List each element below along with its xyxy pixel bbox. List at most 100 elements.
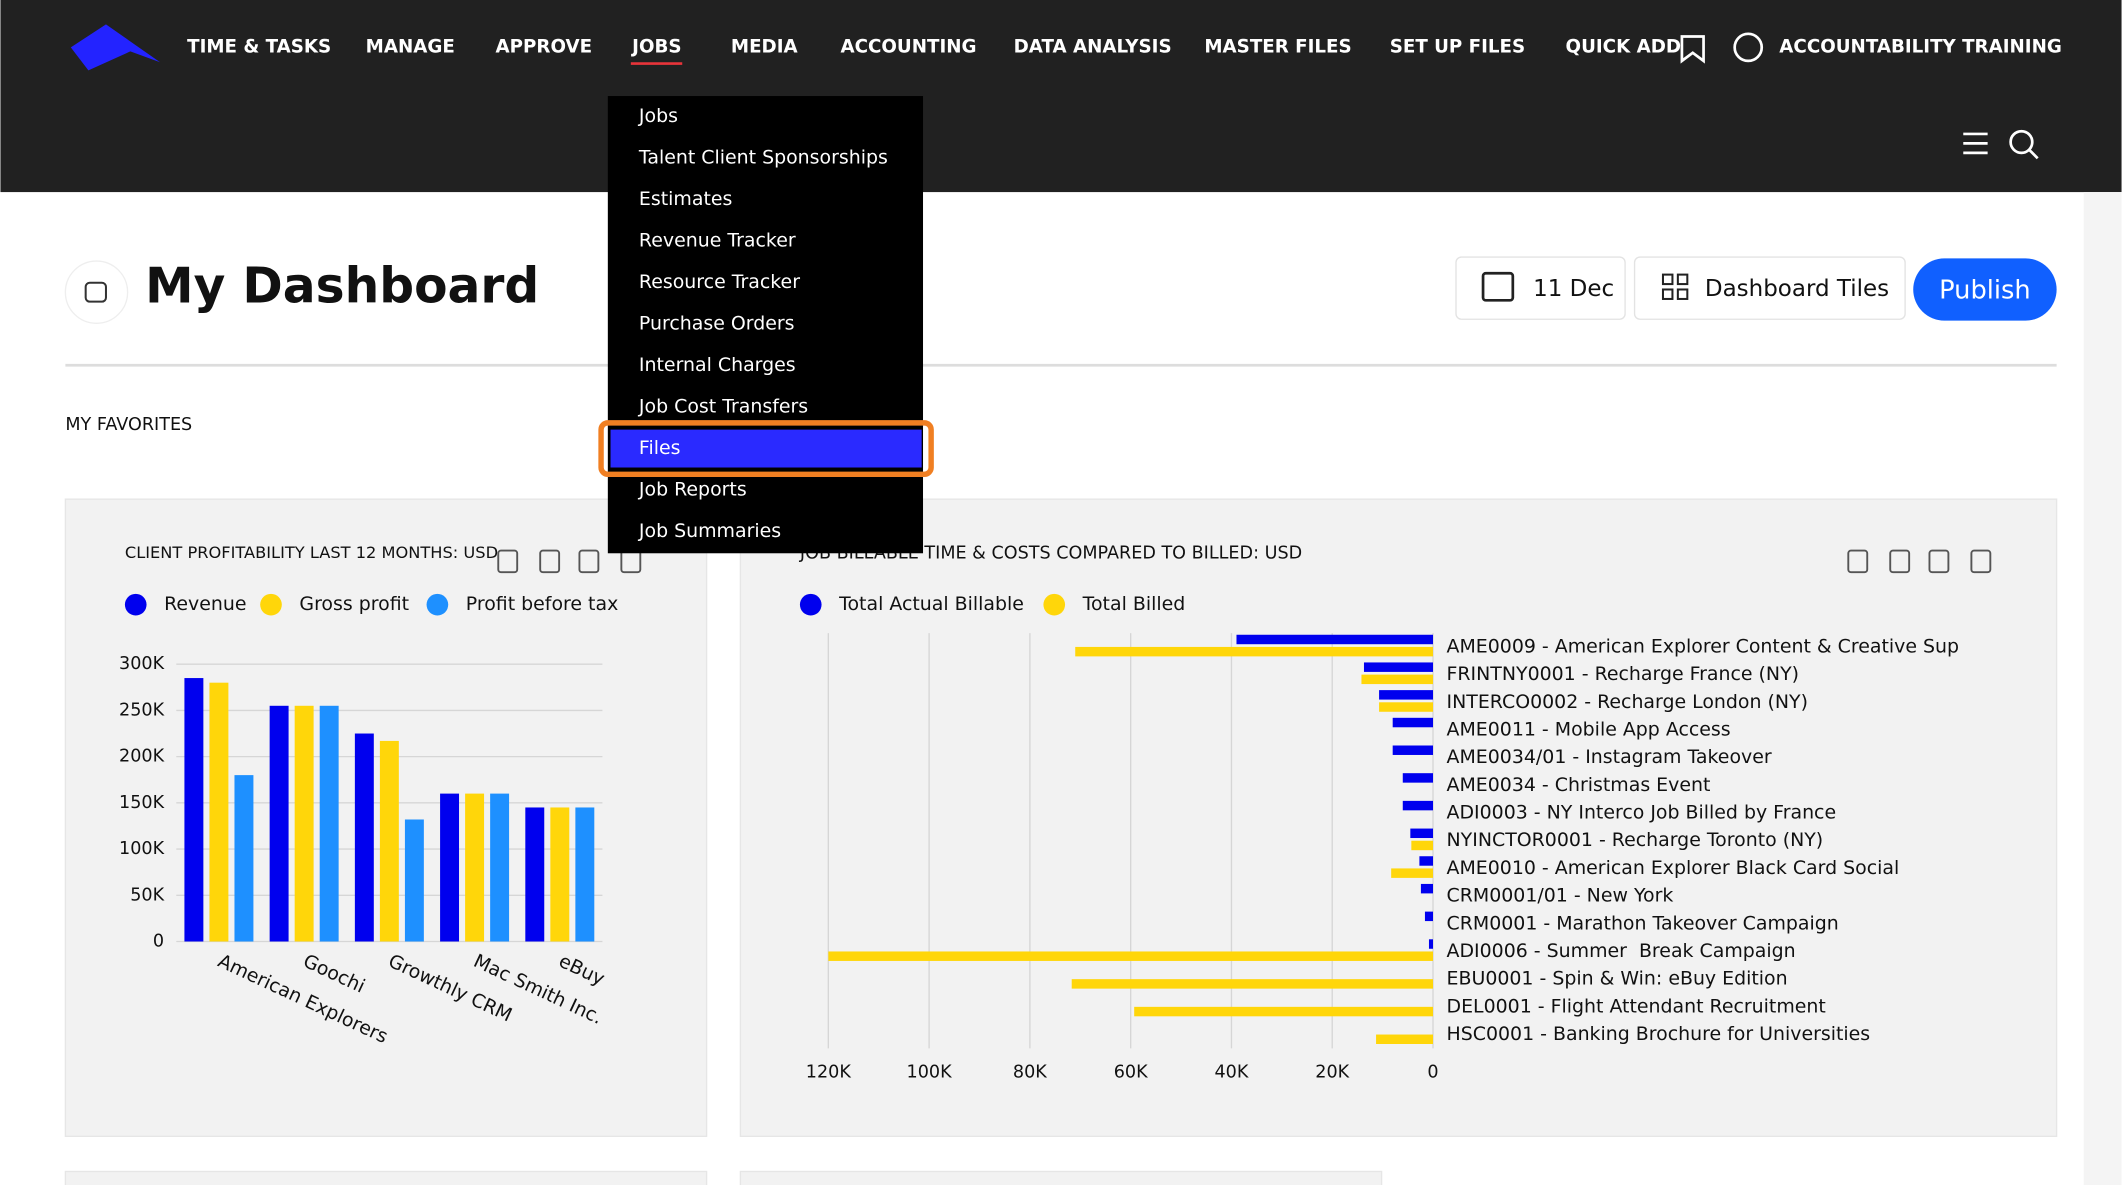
bar xyxy=(440,793,460,942)
tiles-icon xyxy=(1661,273,1689,300)
nav-item[interactable]: QUICK ADD xyxy=(1566,36,1681,57)
legend-dot xyxy=(426,593,449,616)
nav-item[interactable]: ACCOUNTING xyxy=(841,36,977,57)
y-tick-label: 150K xyxy=(119,793,165,813)
view-icon[interactable] xyxy=(1847,549,1869,574)
legend-label: Revenue xyxy=(164,593,246,615)
y-category-label: CRM0001/01 - New York xyxy=(1447,885,1674,907)
nav-item[interactable]: APPROVE xyxy=(496,36,593,57)
menu-item[interactable]: Resource Tracker xyxy=(639,271,800,293)
charts: CLIENT PROFITABILITY LAST 12 MONTHS: USD… xyxy=(119,543,1992,1083)
menu-panel xyxy=(607,96,924,554)
x-tick-label: 100K xyxy=(907,1063,953,1083)
bar xyxy=(319,705,339,942)
x-tick-label: 0 xyxy=(1427,1063,1438,1083)
nav-item[interactable]: DATA ANALYSIS xyxy=(1014,36,1172,57)
nav-item[interactable]: MEDIA xyxy=(731,36,799,57)
nav-item[interactable]: MANAGE xyxy=(366,36,455,57)
x-tick-label: 60K xyxy=(1114,1063,1148,1083)
tiles-label: Dashboard Tiles xyxy=(1705,276,1889,302)
page-title: My Dashboard xyxy=(145,258,539,314)
bar xyxy=(1071,979,1434,989)
user-icon[interactable] xyxy=(1733,32,1764,63)
menu-item[interactable]: Files xyxy=(639,437,681,459)
report-icon[interactable] xyxy=(578,549,600,574)
bar xyxy=(1236,634,1434,645)
x-tick-label: 80K xyxy=(1013,1063,1047,1083)
favorites-label: MY FAVORITES xyxy=(65,415,192,435)
scroll-shade xyxy=(2083,192,2122,1185)
bar xyxy=(1361,674,1434,685)
menu-item[interactable]: Estimates xyxy=(639,188,732,210)
bar xyxy=(525,807,545,942)
publish-label: Publish xyxy=(1939,275,2031,305)
bar xyxy=(1402,800,1434,811)
y-tick-label: 200K xyxy=(119,747,165,767)
dashboard-icon[interactable] xyxy=(64,260,129,324)
bar xyxy=(1075,646,1434,657)
logo[interactable] xyxy=(70,24,161,71)
bar xyxy=(1376,1034,1434,1044)
bar xyxy=(1391,868,1434,878)
bar xyxy=(1379,702,1434,712)
bar xyxy=(184,678,204,942)
chart-card xyxy=(739,1170,1383,1185)
publish-button[interactable] xyxy=(1913,258,2057,321)
bar xyxy=(575,807,595,942)
y-category-label: EBU0001 - Spin & Win: eBuy Edition xyxy=(1447,968,1788,990)
menu-item[interactable]: Revenue Tracker xyxy=(639,229,796,251)
menu-item[interactable]: Job Summaries xyxy=(638,520,781,542)
bar xyxy=(234,775,254,942)
menu-item[interactable]: Job Reports xyxy=(638,479,747,501)
menu-item[interactable]: Internal Charges xyxy=(639,354,796,376)
user-name[interactable]: ACCOUNTABILITY TRAINING xyxy=(1779,36,2062,57)
nav-item[interactable]: TIME & TASKS xyxy=(187,36,331,57)
snapshot-icon[interactable] xyxy=(539,549,561,574)
bookmark-icon[interactable] xyxy=(1680,35,1705,64)
icon-glyph xyxy=(84,281,107,303)
bar xyxy=(404,819,424,942)
snapshot-icon[interactable] xyxy=(1889,549,1911,574)
report-icon[interactable] xyxy=(1928,549,1950,574)
dropdown-menu: Jobs Talent Client Sponsorships Estimates R… xyxy=(598,96,934,554)
legend-label: Total Billed xyxy=(1082,593,1186,615)
y-tick-label: 0 xyxy=(153,932,164,952)
y-category-label: ADI0006 - Summer Break Campaign xyxy=(1447,940,1796,962)
y-category-label: FRINTNY0001 - Recharge France (NY) xyxy=(1447,663,1800,685)
y-category-label: DEL0001 - Flight Attendant Recruitment xyxy=(1447,995,1826,1017)
filter-icon[interactable] xyxy=(1963,132,1988,155)
legend-label: Total Actual Billable xyxy=(838,593,1024,615)
y-category-label: AME0010 - American Explorer Black Card S… xyxy=(1447,857,1900,879)
bar xyxy=(1392,717,1434,728)
menu-item[interactable]: Jobs xyxy=(638,105,678,127)
date-label: 11 Dec xyxy=(1533,276,1614,302)
search-icon[interactable] xyxy=(2009,129,2034,155)
nav-item[interactable]: JOBS xyxy=(630,36,681,57)
bar xyxy=(1402,773,1434,783)
bar xyxy=(379,740,399,942)
bar xyxy=(1419,856,1434,866)
download-icon[interactable] xyxy=(1970,549,1992,574)
tiles-button[interactable] xyxy=(1633,256,1906,320)
view-icon[interactable] xyxy=(497,549,519,574)
calendar-icon xyxy=(1481,271,1515,302)
menu-item[interactable]: Job Cost Transfers xyxy=(638,396,808,418)
search-handle xyxy=(2028,149,2039,160)
bar xyxy=(1424,911,1434,922)
nav: TIME & TASKS MANAGE APPROVE JOBS MEDIA ACCOUN… xyxy=(187,36,2062,65)
toolbar-icons[interactable] xyxy=(1680,32,2039,160)
y-category-label: AME0034 - Christmas Event xyxy=(1447,774,1711,796)
highlight-outline xyxy=(598,420,934,477)
menu-item[interactable]: Purchase Orders xyxy=(639,312,795,334)
nav-item[interactable]: MASTER FILES xyxy=(1204,36,1351,57)
menu-item[interactable]: Talent Client Sponsorships xyxy=(638,146,888,168)
menu-selected xyxy=(610,429,922,468)
bar xyxy=(828,951,1434,961)
y-tick-label: 50K xyxy=(130,885,164,905)
chart-card xyxy=(64,1170,708,1185)
bar xyxy=(354,733,374,942)
nav-item[interactable]: SET UP FILES xyxy=(1390,36,1525,57)
bar xyxy=(490,793,510,942)
bar xyxy=(209,682,229,942)
